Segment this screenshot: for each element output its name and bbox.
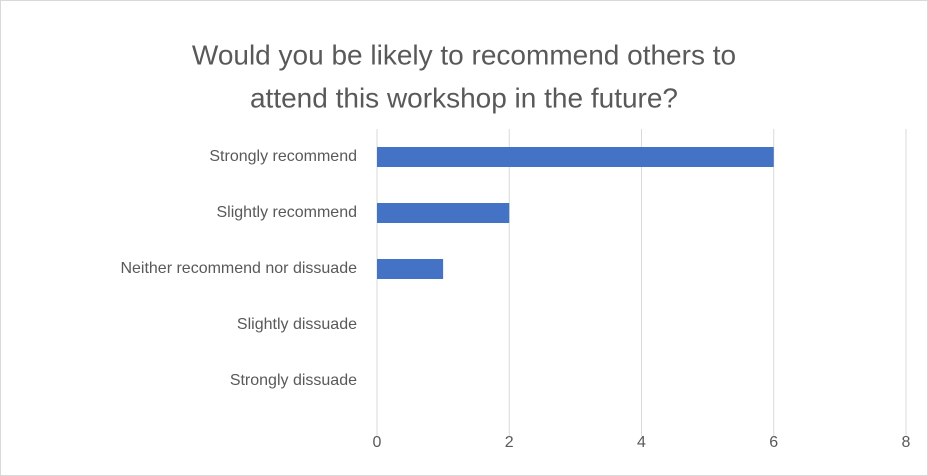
x-tick-label: 6 bbox=[769, 434, 778, 451]
chart-title: attend this workshop in the future? bbox=[250, 82, 678, 113]
x-tick-label: 8 bbox=[902, 434, 911, 451]
y-tick-label: Slightly dissuade bbox=[237, 316, 357, 333]
x-tick-label: 2 bbox=[505, 434, 514, 451]
x-tick-label: 4 bbox=[637, 434, 646, 451]
y-tick-label: Strongly recommend bbox=[209, 148, 357, 165]
y-tick-label: Strongly dissuade bbox=[230, 372, 357, 389]
y-tick-label: Slightly recommend bbox=[217, 204, 358, 221]
bar bbox=[377, 147, 774, 167]
y-tick-label: Neither recommend nor dissuade bbox=[120, 260, 357, 277]
chart-title: Would you be likely to recommend others … bbox=[192, 39, 736, 70]
bar bbox=[377, 259, 444, 279]
x-tick-label: 0 bbox=[373, 434, 382, 451]
bar bbox=[377, 203, 510, 223]
